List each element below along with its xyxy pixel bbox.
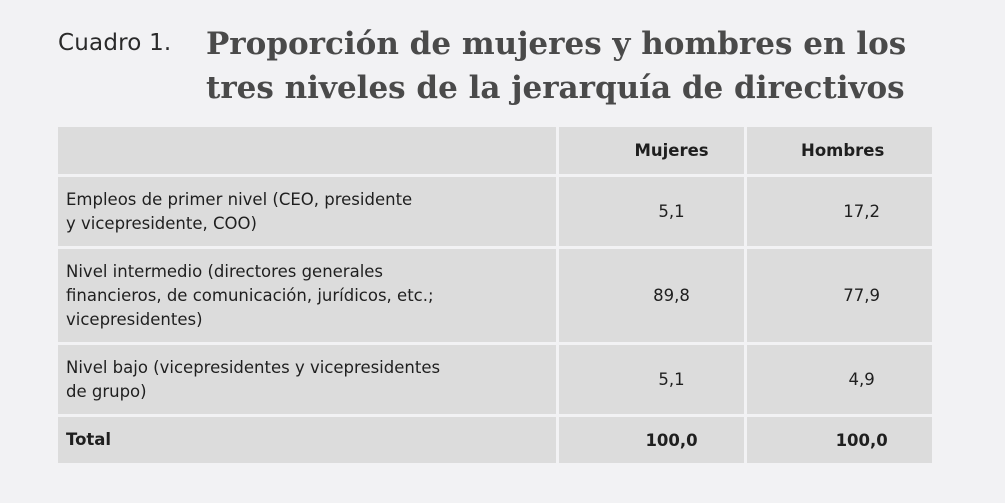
table-row: Nivel intermedio (directores generales f… — [58, 249, 932, 342]
row-label-line: vicepresidentes) — [66, 309, 203, 329]
table-row: Nivel bajo (vicepresidentes y vicepresid… — [58, 345, 932, 414]
row-label-line: financieros, de comunicación, jurídicos,… — [66, 285, 434, 305]
row-label-line: y vicepresidente, COO) — [66, 213, 257, 233]
header-mujeres: Mujeres — [558, 127, 745, 174]
cell-hombres: 17,2 — [747, 177, 932, 246]
data-table-container: Mujeres Hombres Empleos de primer nivel … — [58, 127, 934, 466]
row-label-line: Nivel intermedio (directores generales — [66, 261, 384, 281]
data-table: Mujeres Hombres Empleos de primer nivel … — [55, 124, 935, 466]
table-total-row: Total 100,0 100,0 — [58, 417, 932, 463]
total-label: Total — [58, 417, 556, 463]
header-hombres: Hombres — [747, 127, 932, 174]
cell-hombres: 4,9 — [747, 345, 932, 414]
row-label: Nivel bajo (vicepresidentes y vicepresid… — [58, 345, 556, 414]
row-label: Nivel intermedio (directores generales f… — [58, 249, 556, 342]
row-label-line: Nivel bajo (vicepresidentes y vicepresid… — [66, 357, 441, 377]
row-label-line: Empleos de primer nivel (CEO, presidente — [66, 189, 413, 209]
cell-hombres: 77,9 — [747, 249, 932, 342]
table-header-row: Mujeres Hombres — [58, 127, 932, 174]
header-empty — [58, 127, 556, 174]
cell-mujeres: 5,1 — [558, 345, 745, 414]
table-row: Empleos de primer nivel (CEO, presidente… — [58, 177, 932, 246]
total-hombres: 100,0 — [747, 417, 932, 463]
total-mujeres: 100,0 — [558, 417, 745, 463]
caption-label: Cuadro 1. — [58, 30, 172, 56]
row-label: Empleos de primer nivel (CEO, presidente… — [58, 177, 556, 246]
caption-title: Proporción de mujeres y hombres en los t… — [206, 26, 907, 106]
row-label-line: de grupo) — [66, 381, 147, 401]
cell-mujeres: 89,8 — [558, 249, 745, 342]
cell-mujeres: 5,1 — [558, 177, 745, 246]
